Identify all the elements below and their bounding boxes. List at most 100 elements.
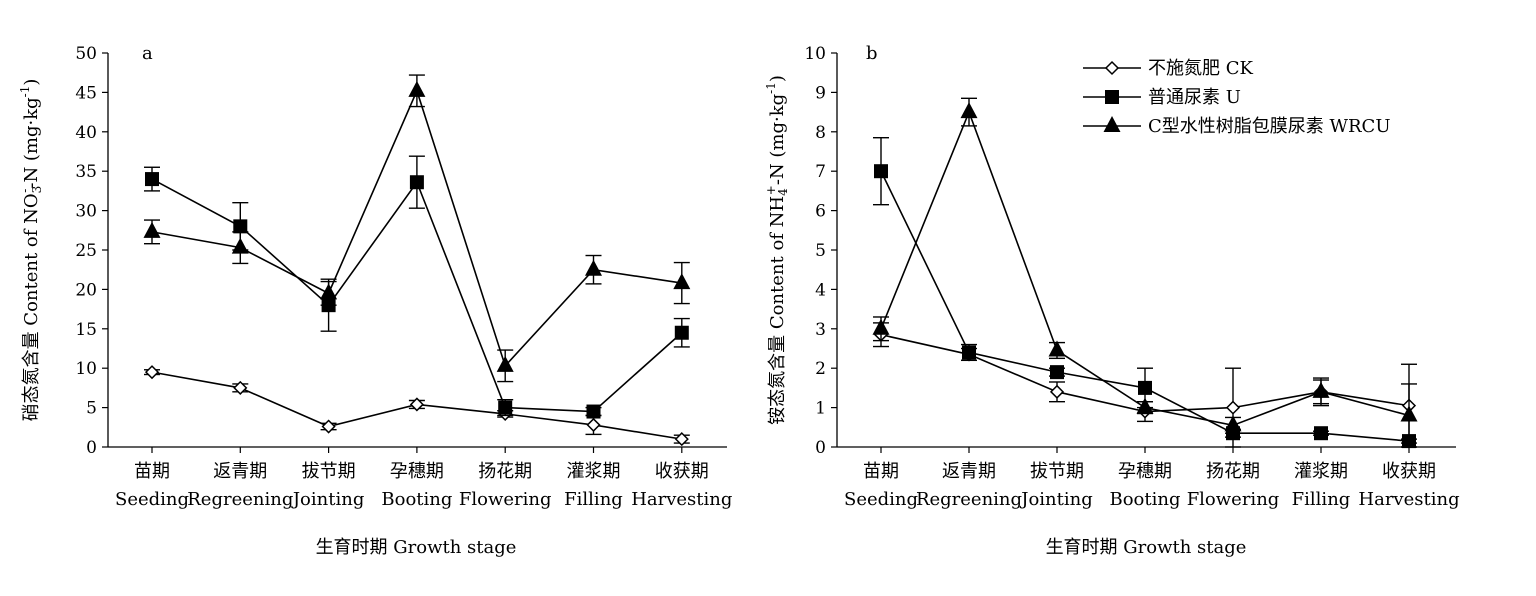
panel-b-x-tick-label-zh: 孕穗期 [1118, 461, 1172, 482]
panel-a-point-U [233, 219, 248, 234]
panel-a-series-line-U [151, 178, 683, 413]
panel-a-point-WRCU [320, 283, 338, 300]
panel-b-label: b [866, 43, 878, 64]
panel-b-x-tick-label-en: Harvesting [1358, 489, 1459, 510]
panel-a-y-tick-label: 50 [75, 44, 97, 64]
panel-a-y-tick-label: 35 [75, 162, 97, 182]
panel-a-x-tick-label-en: Filling [564, 489, 623, 510]
panel-a-x-axis-title: 生育时期 Growth stage [316, 537, 517, 558]
panel-a-point-WRCU [231, 237, 249, 254]
panel-a-y-tick-label: 5 [86, 399, 97, 419]
legend-marker-WRCU [1103, 116, 1121, 132]
panel-b-y-axis-title-part: + [764, 185, 778, 195]
panel-a-series-CK [144, 365, 690, 447]
panel-a-y-tick-label: 10 [75, 359, 97, 379]
panel-b-point-WRCU [1048, 340, 1066, 357]
panel-b-point-WRCU [1400, 405, 1418, 422]
panel-b-y-tick-label: 5 [815, 241, 826, 261]
panel-b-x-tick-label-en: Filling [1292, 489, 1351, 510]
panel-a-point-WRCU [496, 355, 514, 372]
panel-a-x-tick-label-en: Jointing [291, 489, 365, 510]
panel-b-x-tick-label-zh: 扬花期 [1206, 461, 1260, 482]
panel-b-y-tick-label: 6 [815, 202, 826, 222]
panel-b: 0 1 2 3 4 5 6 7 8 9 10 苗期 Seeding 返青期 Regreening 拔节期 Joi… [764, 43, 1460, 558]
panel-a-x-tick-label-zh: 苗期 [134, 461, 170, 482]
panel-a-y-tick-label: 20 [75, 280, 97, 300]
panel-b-y-tick-label: 1 [815, 399, 826, 419]
panel-b-legend: 不施氮肥 CK 普通尿素 U C型水性树脂包膜尿素 WRCU [1083, 58, 1391, 137]
panel-a-y-tick-label: 40 [75, 123, 97, 143]
panel-b-x-tick-label-zh: 返青期 [942, 461, 996, 482]
panel-b-y-tick-label: 7 [815, 162, 826, 182]
panel-b-y-axis-title-part: 4 [776, 188, 790, 196]
panel-a-x-tick-label-en: Harvesting [631, 489, 732, 510]
panel-b-x-tick-label-zh: 拔节期 [1030, 461, 1084, 482]
panel-b-y-tick-label: 2 [815, 359, 826, 379]
panel-b-point-U [874, 164, 888, 179]
panel-b-y-tick-label: 9 [815, 83, 826, 103]
panel-a-x-tick-label-en: Regreening [187, 489, 293, 510]
panel-a-point-U [674, 325, 689, 340]
legend-label-WRCU: C型水性树脂包膜尿素 WRCU [1148, 116, 1391, 137]
panel-b-y-tick-label: 10 [804, 44, 826, 64]
panel-a-point-WRCU [143, 221, 161, 238]
panel-a-y-tick-label: 45 [75, 83, 97, 103]
panel-b-y-axis-title-part: -N (mg·kg [767, 94, 788, 185]
panel-b-y-tick-label: 0 [815, 438, 826, 458]
panel-a-point-CK [144, 365, 160, 380]
panel-a-y-axis-title-part: - [18, 189, 32, 193]
panel-a-point-U [586, 404, 601, 419]
panel-a-point-WRCU [585, 259, 602, 276]
panel-b-point-WRCU [1136, 397, 1154, 414]
panel-a-point-CK [321, 419, 336, 434]
panel-b-y-tick-label: 3 [815, 320, 826, 340]
panel-a-y-axis-title-part: 3 [30, 186, 44, 194]
panel-a-point-CK [233, 380, 248, 395]
panel-b-x-tick-label-en: Regreening [916, 489, 1022, 510]
panel-a-y-axis-title-part: 硝态氮含量 Content of NO [21, 193, 42, 421]
legend-marker-U [1105, 90, 1119, 104]
panel-b-y-axis-title-part: 铵态氮含量 Content of NH [767, 196, 788, 425]
panel-a-point-CK [586, 417, 601, 432]
panel-b-x-tick-label-zh: 收获期 [1382, 461, 1436, 482]
panel-a-x-tick-label-zh: 收获期 [655, 461, 709, 482]
panel-a-x-tick-label-en: Seeding [115, 489, 189, 510]
panel-a-point-U [498, 400, 513, 415]
panel-a-y-axis-title-part: -N (mg·kg [21, 97, 42, 188]
panel-b-x-tick-label-en: Flowering [1187, 489, 1280, 510]
panel-b-point-CK [1049, 384, 1065, 399]
panel-a-label: a [142, 43, 153, 64]
panel-a-y-axis-title-part: -1 [18, 86, 32, 98]
panel-b-x-axis-title: 生育时期 Growth stage [1046, 537, 1247, 558]
panel-b-point-WRCU [1224, 415, 1242, 432]
panel-a-point-WRCU [673, 273, 691, 290]
panel-b-point-U [962, 345, 976, 360]
panel-b-y-axis-title-part: -1 [764, 82, 778, 94]
panel-b-x-tick-label-zh: 灌浆期 [1294, 461, 1348, 482]
panel-a-point-U [409, 175, 424, 190]
panel-a-y-tick-label: 0 [86, 438, 97, 458]
panel-a-series-WRCU [143, 74, 691, 383]
panel-a-y-axis-title: 硝态氮含量 Content of NO3--N (mg·kg-1) [18, 79, 44, 422]
panel-a-y-tick-label: 30 [75, 202, 97, 222]
panel-b-point-WRCU [872, 318, 890, 335]
panel-a-point-CK [674, 432, 689, 447]
legend-label-U: 普通尿素 U [1148, 87, 1241, 108]
panel-b-point-WRCU [960, 102, 978, 119]
panel-a-series-U [144, 155, 690, 419]
panel-b-y-tick-label: 8 [815, 123, 826, 143]
panel-a-x-tick-label-zh: 扬花期 [478, 461, 532, 482]
panel-a-point-CK [409, 397, 424, 412]
panel-b-y-axis-title-part: ) [767, 75, 788, 82]
panel-a-x-tick-label-zh: 返青期 [213, 461, 267, 482]
panel-a-x-tick-label-zh: 拔节期 [302, 461, 356, 482]
panel-b-series-WRCU [872, 97, 1418, 448]
panel-a-y-tick-label: 15 [75, 320, 97, 340]
panel-b-point-CK [1225, 400, 1241, 415]
panel-a-y-axis-title-part: ) [21, 79, 42, 86]
panel-a-x-tick-label-zh: 孕穗期 [390, 461, 444, 482]
panel-b-x-tick-label-zh: 苗期 [863, 461, 899, 482]
panel-b-y-axis-title: 铵态氮含量 Content of NH4+-N (mg·kg-1) [764, 75, 790, 425]
panel-b-y-tick-label: 4 [815, 280, 826, 300]
